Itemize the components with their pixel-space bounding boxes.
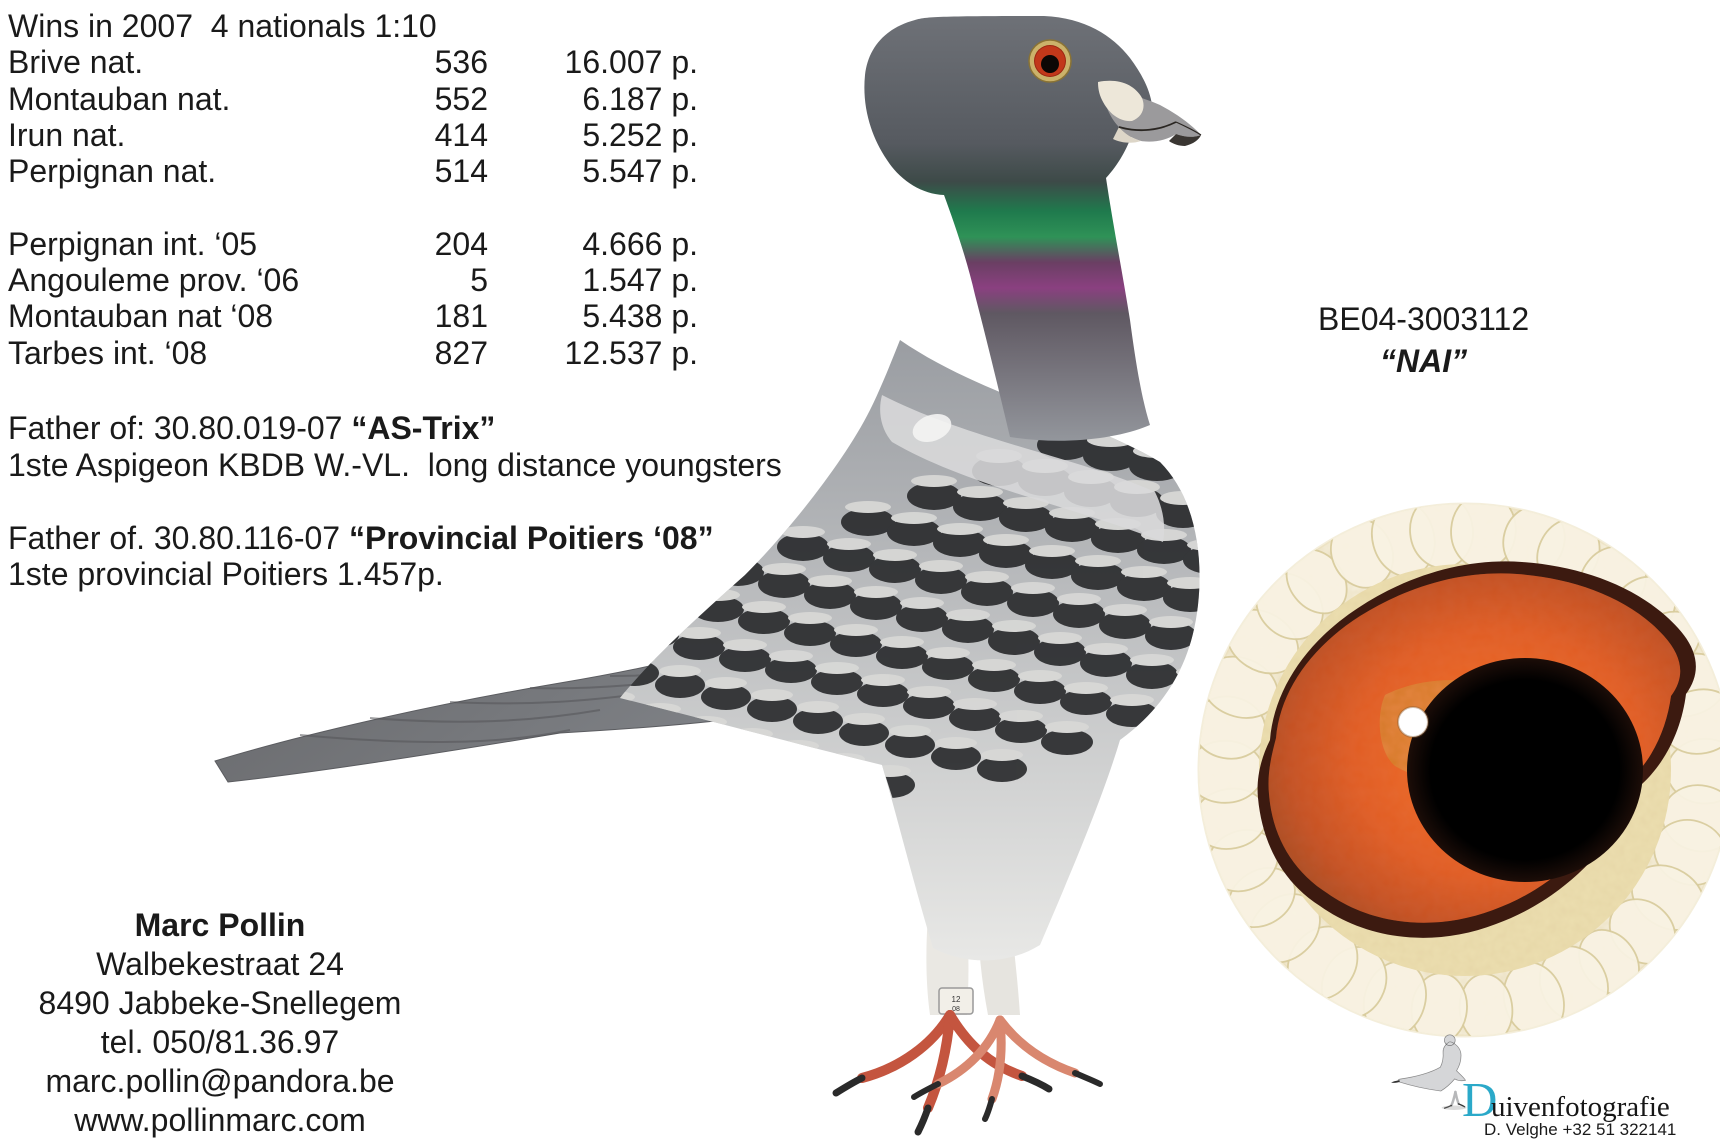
svg-text:12: 12 xyxy=(952,995,961,1004)
svg-text:uivenfotografie: uivenfotografie xyxy=(1491,1091,1670,1123)
svg-text:D. Velghe +32 51 322141: D. Velghe +32 51 322141 xyxy=(1484,1120,1676,1139)
